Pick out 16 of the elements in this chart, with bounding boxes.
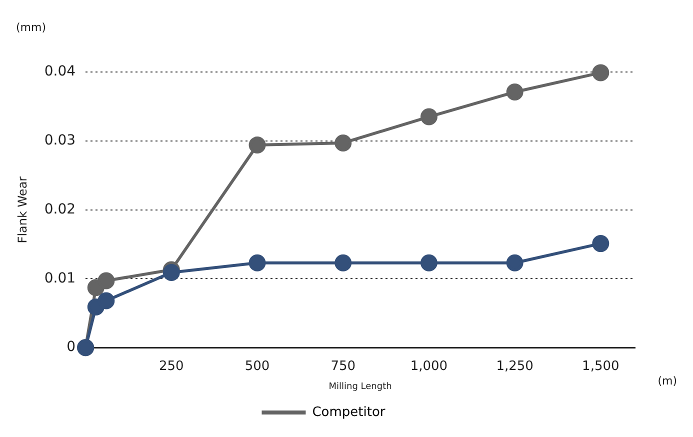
text: (m) (658, 374, 677, 388)
legend-label: Competitor (312, 404, 386, 420)
text: (mm) (16, 20, 46, 34)
x-tick-label: 750 (330, 358, 356, 374)
x-tick-label: 1,000 (410, 358, 448, 374)
y-axis-title: Flank Wear (15, 176, 30, 244)
y-tick-label: 0.01 (44, 270, 76, 286)
y-tick-label: 0.04 (44, 64, 76, 80)
x-tick-label: 1,500 (582, 358, 620, 374)
y-tick-label: 0.02 (44, 201, 76, 218)
y-tick-label: 0 (66, 339, 76, 356)
x-tick-label: 1,250 (496, 358, 534, 374)
x-tick-label: 500 (244, 358, 270, 374)
x-tick-label: 250 (159, 358, 184, 374)
x-axis-title: Milling Length (328, 382, 392, 392)
y-tick-label: 0.03 (44, 132, 76, 149)
